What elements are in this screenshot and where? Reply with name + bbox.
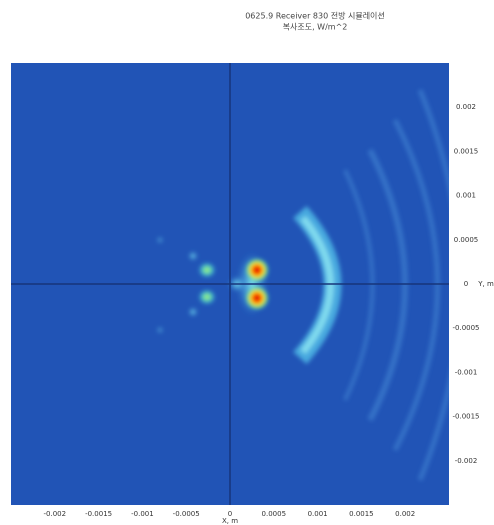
heatmap xyxy=(156,89,449,481)
x-tick-label: 0.002 xyxy=(395,510,415,518)
x-tick-label: -0.0005 xyxy=(173,510,200,518)
x-tick-label: -0.001 xyxy=(131,510,154,518)
chart-title: 0625.9 Receiver 830 전방 시뮬레이션 xyxy=(245,11,385,21)
chart-subtitle: 복사조도, W/m^2 xyxy=(283,23,348,32)
x-tick-label: 0.001 xyxy=(308,510,328,518)
y-tick-label: 0 xyxy=(464,280,468,288)
y-tick-label: -0.001 xyxy=(455,368,478,376)
y-tick-label: -0.0015 xyxy=(452,413,479,421)
y-axis-label: Y, m xyxy=(477,280,494,288)
y-tick-label: -0.0005 xyxy=(452,324,479,332)
y-tick-label: 0.0005 xyxy=(454,236,479,244)
y-tick-label: 0.0015 xyxy=(454,147,479,155)
y-tick-label: 0.002 xyxy=(456,103,476,111)
x-tick-label: 0 xyxy=(228,510,232,518)
x-axis-label: X, m xyxy=(222,517,238,525)
y-tick-label: 0.001 xyxy=(456,192,476,200)
x-tick-label: 0.0005 xyxy=(262,510,287,518)
x-tick-label: 0.0015 xyxy=(349,510,374,518)
x-tick-label: -0.002 xyxy=(44,510,67,518)
y-tick-label: -0.002 xyxy=(455,457,478,465)
x-tick-label: -0.0015 xyxy=(85,510,112,518)
